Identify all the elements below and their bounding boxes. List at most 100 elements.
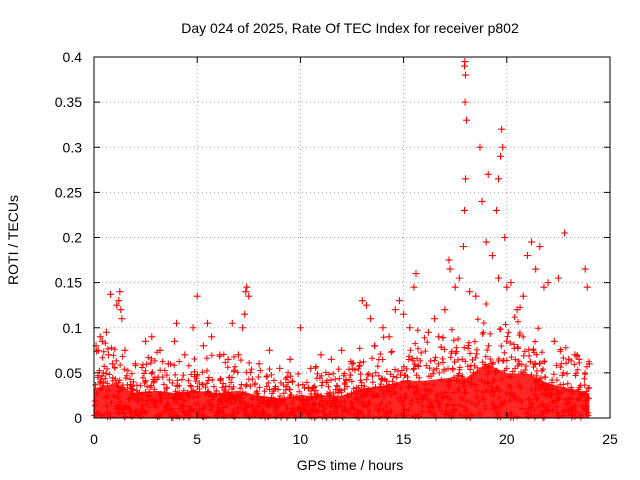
data-point — [512, 365, 519, 372]
data-point — [295, 370, 302, 377]
data-point — [377, 406, 384, 413]
data-point — [93, 348, 100, 355]
data-point — [347, 400, 354, 407]
data-point — [378, 387, 385, 394]
data-point — [558, 360, 565, 367]
data-point — [556, 394, 563, 401]
data-point — [441, 346, 448, 353]
data-point — [575, 355, 583, 363]
data-point — [308, 395, 315, 402]
data-point — [535, 325, 542, 332]
x-tick-label: 15 — [396, 431, 412, 447]
data-point — [474, 316, 481, 323]
data-point — [554, 396, 561, 403]
data-point — [348, 404, 355, 411]
data-point — [508, 389, 515, 396]
data-point — [331, 395, 338, 402]
data-point — [327, 403, 334, 410]
data-point — [487, 356, 494, 363]
data-point — [308, 387, 315, 394]
data-point — [148, 370, 155, 377]
data-point — [523, 410, 530, 417]
data-point — [383, 368, 390, 375]
data-point — [435, 333, 443, 341]
data-point — [355, 400, 362, 407]
x-tick-label: 20 — [499, 431, 515, 447]
data-point — [526, 352, 533, 359]
data-point — [383, 378, 390, 385]
data-point — [451, 283, 459, 291]
data-point — [505, 382, 512, 389]
data-point — [422, 348, 429, 355]
data-point — [502, 321, 509, 328]
data-point — [553, 391, 560, 398]
data-point — [276, 395, 283, 402]
data-point — [401, 372, 408, 379]
data-point — [184, 389, 191, 396]
data-point — [239, 324, 247, 332]
data-point — [238, 405, 245, 412]
data-point — [281, 397, 288, 404]
data-point — [404, 377, 411, 384]
data-point — [204, 367, 210, 374]
data-point — [203, 380, 210, 387]
data-point — [391, 306, 399, 314]
data-point — [516, 360, 523, 367]
data-point — [99, 382, 106, 389]
data-point — [364, 371, 371, 378]
y-tick-label: 0 — [74, 410, 82, 426]
data-point — [383, 409, 390, 416]
data-point — [234, 351, 242, 359]
data-point — [399, 402, 406, 409]
data-point — [410, 283, 418, 291]
data-point — [459, 395, 466, 402]
data-point — [528, 404, 535, 411]
data-point — [326, 371, 333, 378]
data-point — [346, 376, 353, 383]
data-point — [430, 412, 437, 419]
data-point — [531, 407, 538, 414]
data-point — [230, 406, 237, 413]
data-point — [398, 367, 405, 374]
data-point — [345, 393, 352, 400]
data-point — [341, 370, 348, 377]
data-point — [372, 369, 379, 376]
data-point — [319, 408, 326, 415]
data-point — [412, 389, 419, 396]
data-point — [440, 394, 447, 401]
data-point — [350, 359, 357, 366]
data-point — [472, 401, 479, 408]
data-point — [191, 356, 198, 363]
data-point — [163, 395, 170, 402]
data-point — [276, 364, 284, 372]
data-point — [494, 385, 501, 392]
data-point — [196, 406, 203, 413]
data-point — [463, 116, 471, 124]
data-point — [334, 383, 341, 390]
data-point — [442, 389, 449, 396]
data-point — [576, 397, 583, 404]
data-point — [559, 409, 566, 416]
data-point — [550, 397, 557, 404]
data-point — [263, 373, 270, 380]
data-point — [369, 372, 376, 379]
data-point — [510, 393, 517, 400]
data-point — [421, 334, 428, 341]
data-point — [247, 369, 254, 376]
data-point — [249, 408, 256, 415]
data-point — [401, 406, 408, 413]
data-point — [190, 387, 197, 394]
data-point — [527, 358, 534, 365]
data-point — [185, 377, 192, 384]
data-point — [143, 397, 150, 404]
data-point — [199, 342, 207, 350]
data-point — [504, 333, 511, 340]
data-point — [186, 414, 193, 421]
data-point — [157, 398, 164, 405]
data-point — [466, 288, 474, 296]
data-point — [390, 384, 397, 391]
data-point — [571, 351, 579, 359]
data-point — [464, 398, 471, 405]
data-point — [245, 292, 253, 300]
data-point — [407, 400, 414, 407]
